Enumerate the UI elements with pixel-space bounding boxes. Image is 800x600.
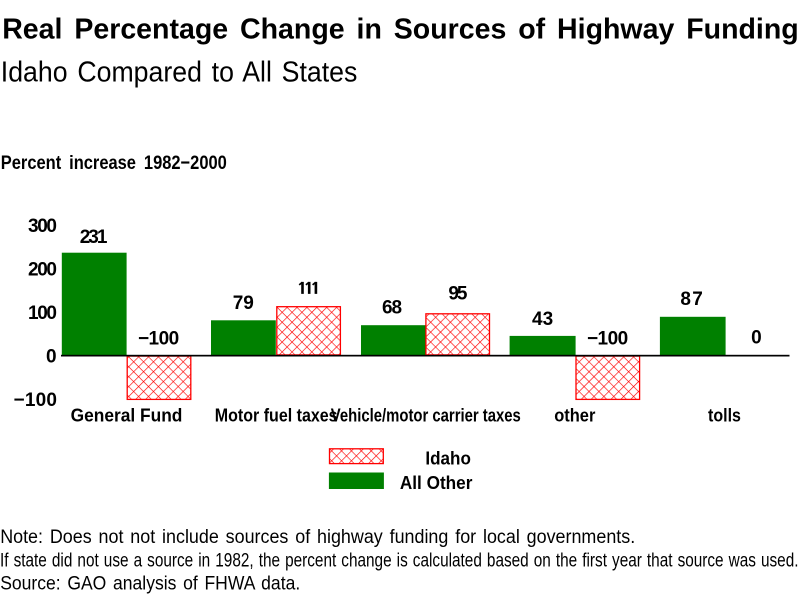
svg-text:0: 0	[751, 328, 762, 349]
svg-text:tolls: tolls	[708, 405, 741, 425]
svg-text:Percent increase 1982−2000: Percent increase 1982−2000	[1, 152, 227, 174]
svg-text:All Other: All Other	[400, 473, 473, 493]
svg-text:−100: −100	[14, 390, 58, 411]
svg-text:Note: Does not not include sou: Note: Does not not include sources of hi…	[0, 527, 635, 548]
svg-text:0: 0	[46, 346, 57, 367]
svg-text:200: 200	[28, 259, 57, 280]
svg-text:other: other	[554, 405, 595, 425]
svg-text:If state did not use a source: If state did not use a source in 1982, t…	[0, 550, 799, 571]
svg-text:231: 231	[80, 227, 108, 248]
svg-text:Motor fuel taxes: Motor fuel taxes	[215, 405, 338, 425]
svg-text:68: 68	[382, 298, 402, 319]
svg-text:87: 87	[680, 289, 702, 310]
svg-text:Idaho Compared to All States: Idaho Compared to All States	[1, 55, 358, 87]
svg-text:−100: −100	[587, 328, 628, 349]
svg-text:−100: −100	[138, 329, 179, 350]
svg-text:300: 300	[28, 216, 57, 237]
svg-text:Real Percentage Change in Sour: Real Percentage Change in Sources of Hig…	[2, 13, 799, 45]
svg-text:79: 79	[233, 293, 254, 314]
svg-text:General Fund: General Fund	[71, 405, 183, 425]
svg-text:95: 95	[448, 284, 467, 305]
svg-text:Vehicle/motor carrier taxes: Vehicle/motor carrier taxes	[331, 405, 521, 425]
svg-text:43: 43	[532, 309, 553, 330]
svg-text:Idaho: Idaho	[425, 448, 471, 468]
svg-text:Source: GAO analysis of FHWA d: Source: GAO analysis of FHWA data.	[0, 574, 300, 595]
svg-text:100: 100	[28, 303, 57, 324]
